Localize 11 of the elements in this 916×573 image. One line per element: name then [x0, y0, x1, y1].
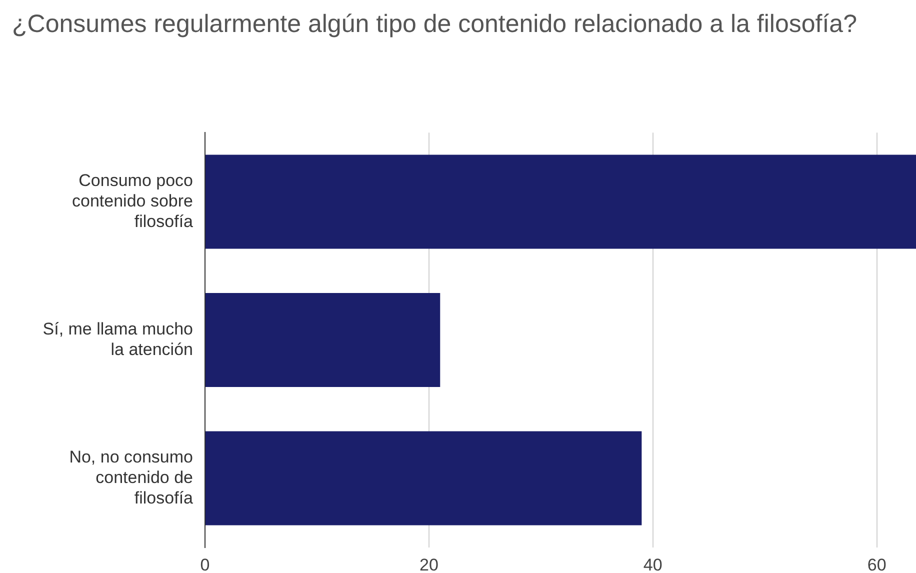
y-tick-label: Consumo poco contenido sobre filosofía	[72, 171, 194, 231]
bar	[206, 154, 916, 249]
x-tick-label: 0	[200, 555, 210, 573]
bar	[206, 431, 642, 526]
y-tick-label: Sí, me llama mucho la atención	[42, 319, 193, 359]
x-tick-label: 20	[419, 555, 438, 573]
chart-title: ¿Consumes regularmente algún tipo de contenido relacionado a la filosofía?	[11, 9, 858, 40]
x-tick-label: 40	[643, 555, 662, 573]
y-tick-label: No, no consumo contenido de filosofía	[69, 448, 194, 508]
x-tick-label: 60	[867, 555, 886, 573]
bar	[206, 292, 440, 388]
